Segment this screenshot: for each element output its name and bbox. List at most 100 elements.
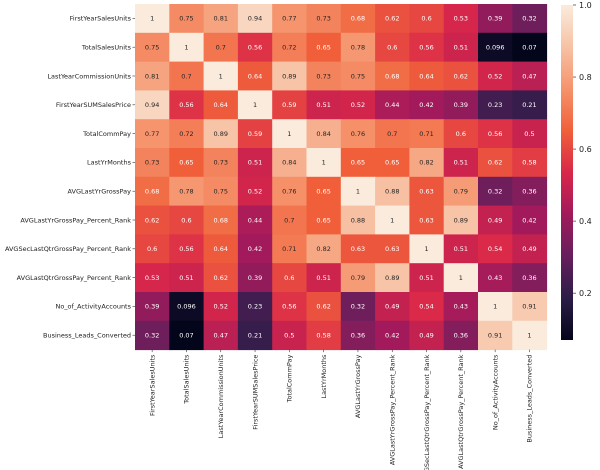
- cell-value-label: 1: [459, 274, 463, 282]
- cell-value-label: 0.56: [248, 44, 262, 52]
- cell-value-label: 1: [322, 159, 326, 167]
- column-tick-label: AVGLastQtrGrossPay_Percent_Rank: [457, 354, 465, 469]
- heatmap-cell: [409, 320, 445, 351]
- heatmap-cell: [340, 61, 376, 91]
- heatmap-cell: [512, 205, 548, 235]
- colorbar-tick-label: 1.0: [579, 1, 592, 10]
- column-tick-label: LastYearCommissionUnits: [217, 354, 225, 438]
- cell-value-label: 0.63: [419, 188, 433, 196]
- cell-value-label: 0.6: [387, 44, 397, 52]
- cell-value-label: 0.51: [454, 159, 468, 167]
- heatmap-cells: 1 0.75 0.81 0.94 0.77 0.73 0.68 0.62 0.6 0.53 0.39…: [135, 4, 548, 351]
- cell-value-label: 1: [150, 15, 154, 23]
- heatmap-cell: [409, 205, 445, 235]
- cell-value-label: 0.44: [248, 216, 262, 224]
- cell-value-label: 0.89: [385, 274, 399, 282]
- heatmap-cell: [169, 119, 205, 149]
- heatmap-cell: [478, 263, 513, 293]
- cell-value-label: 0.43: [488, 274, 502, 282]
- cell-value-label: 0.44: [385, 101, 399, 109]
- cell-value-label: 0.49: [488, 216, 502, 224]
- cell-value-label: 0.88: [385, 188, 399, 196]
- cell-value-label: 0.81: [214, 15, 228, 23]
- column-tick-label: TotalSalesUnits: [183, 354, 191, 405]
- cell-value-label: 0.64: [419, 72, 433, 80]
- heatmap-cell: [443, 90, 479, 120]
- heatmap-cell: [272, 148, 307, 178]
- cell-value-label: 0.79: [454, 188, 468, 196]
- cell-value-label: 1: [493, 303, 497, 311]
- cell-value-label: 0.36: [351, 332, 365, 340]
- cell-value-label: 0.56: [282, 303, 296, 311]
- heatmap-cell: [237, 61, 273, 91]
- cell-value-label: 0.32: [522, 15, 536, 23]
- cell-value-label: 0.07: [179, 332, 193, 340]
- heatmap-cell: [272, 234, 307, 264]
- row-tick-label: AVGSecLastQtrGrossPay_Percent_Rank: [5, 245, 131, 253]
- heatmap-cell: [203, 4, 239, 34]
- heatmap-cell: [340, 148, 376, 178]
- row-labels: FirstYearSalesUnits TotalSalesUnits LastYe…: [5, 15, 135, 340]
- heatmap-cell: [135, 263, 170, 293]
- heatmap-cell: [340, 205, 376, 235]
- cell-value-label: 0.51: [454, 44, 468, 52]
- heatmap-cell: [169, 292, 205, 322]
- cell-value-label: 0.58: [316, 332, 330, 340]
- cell-value-label: 0.82: [316, 245, 330, 253]
- heatmap-cell: [169, 148, 205, 178]
- cell-value-label: 0.36: [454, 332, 468, 340]
- column-labels: FirstYearSalesUnits TotalSalesUnits LastYe…: [148, 349, 534, 470]
- heatmap-cell: [409, 148, 445, 178]
- heatmap-cell: [375, 263, 410, 293]
- colorbar-tick-label: 0.4: [579, 217, 592, 226]
- cell-value-label: 0.32: [145, 332, 159, 340]
- cell-value-label: 0.7: [181, 72, 191, 80]
- cell-value-label: 0.23: [488, 101, 502, 109]
- cell-value-label: 0.62: [145, 216, 159, 224]
- heatmap-cell: [272, 263, 307, 293]
- heatmap-cell: [340, 4, 376, 34]
- heatmap-cell: [237, 320, 273, 351]
- cell-value-label: 0.42: [385, 332, 399, 340]
- heatmap-cell: [203, 234, 239, 264]
- cell-value-label: 0.77: [282, 15, 296, 23]
- heatmap-cell: [203, 61, 239, 91]
- heatmap-cell: [340, 32, 376, 63]
- cell-value-label: 0.64: [214, 245, 228, 253]
- cell-value-label: 0.43: [454, 303, 468, 311]
- heatmap-cell: [237, 119, 273, 149]
- heatmap-cell: [237, 234, 273, 264]
- heatmap-cell: [272, 61, 307, 91]
- row-tick-label: No_of_ActivityAccounts: [55, 303, 131, 311]
- cell-value-label: 0.56: [488, 130, 502, 138]
- cell-value-label: 0.42: [522, 216, 536, 224]
- cell-value-label: 0.7: [387, 130, 397, 138]
- cell-value-label: 0.65: [316, 216, 330, 224]
- heatmap-cell: [443, 205, 479, 235]
- cell-value-label: 0.07: [522, 44, 536, 52]
- column-tick-label: TotalCommPay: [286, 354, 294, 403]
- cell-value-label: 0.84: [316, 130, 330, 138]
- heatmap-cell: [135, 292, 170, 322]
- heatmap-cell: [512, 90, 548, 120]
- cell-value-label: 0.42: [419, 101, 433, 109]
- cell-value-label: 0.42: [248, 245, 262, 253]
- cell-value-label: 0.51: [179, 274, 193, 282]
- cell-value-label: 0.63: [351, 245, 365, 253]
- cell-value-label: 1: [287, 130, 291, 138]
- heatmap-cell: [443, 234, 479, 264]
- heatmap-cell: [306, 32, 342, 63]
- heatmap-cell: [237, 148, 273, 178]
- cell-value-label: 0.39: [488, 15, 502, 23]
- heatmap-cell: [169, 205, 205, 235]
- cell-value-label: 0.52: [488, 72, 502, 80]
- cell-value-label: 0.68: [145, 188, 159, 196]
- heatmap-cell: [237, 205, 273, 235]
- cell-value-label: 0.6: [456, 130, 466, 138]
- row-tick-label: AVGLastYrGrossPay_Percent_Rank: [20, 216, 131, 224]
- heatmap-cell: [135, 32, 170, 63]
- heatmap-cell: [135, 205, 170, 235]
- heatmap-cell: [203, 320, 239, 351]
- cell-value-label: 0.59: [282, 101, 296, 109]
